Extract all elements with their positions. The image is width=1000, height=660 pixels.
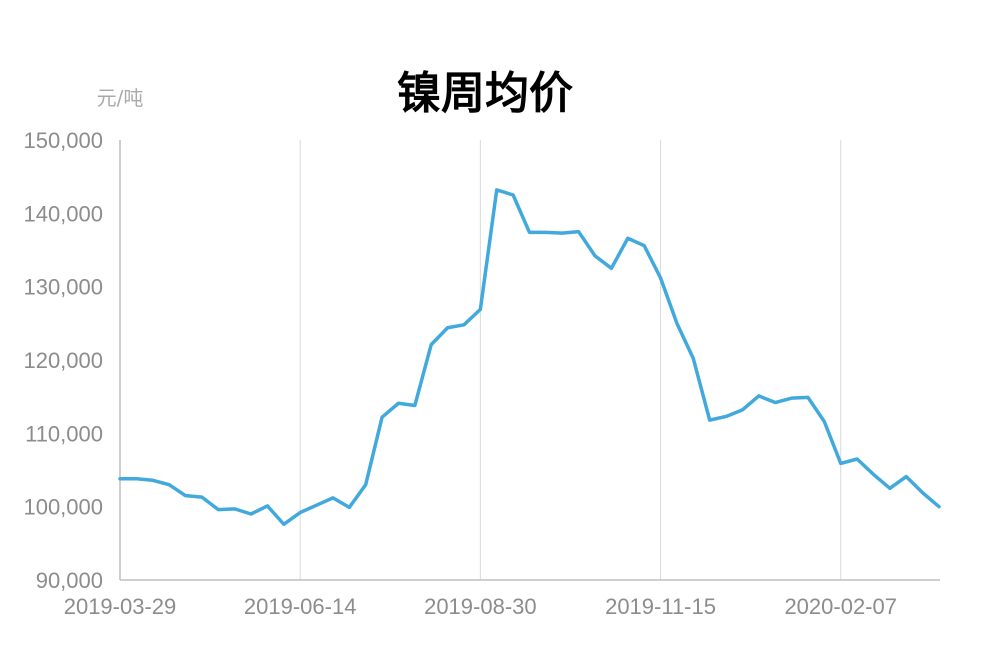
y-tick-label: 130,000: [23, 275, 103, 300]
series-line: [118, 188, 941, 527]
x-tick-label: 2019-11-15: [605, 594, 716, 619]
y-tick-label: 150,000: [23, 128, 103, 153]
y-tick-label: 100,000: [23, 495, 103, 520]
vertical-gridlines: [299, 140, 842, 580]
x-tick-label: 2019-08-30: [424, 594, 537, 619]
axes: [119, 140, 940, 581]
y-tick-label: 90,000: [36, 568, 103, 593]
x-axis-tick-labels: 2019-03-29 2019-06-14 2019-08-30 2019-11-15…: [64, 594, 897, 619]
y-tick-label: 140,000: [23, 201, 103, 226]
y-axis-unit-label: 元/吨: [97, 86, 144, 110]
y-tick-label: 110,000: [25, 421, 103, 446]
x-tick-label: 2020-02-07: [784, 594, 897, 619]
chart-title: 镍周均价: [397, 68, 573, 119]
x-tick-label: 2019-03-29: [64, 594, 177, 619]
y-axis-tick-labels: 90,000 100,000 110,000 120,000 130,000 140,00…: [23, 128, 103, 593]
y-tick-label: 120,000: [23, 348, 103, 373]
series-layer: [118, 188, 941, 527]
x-tick-label: 2019-06-14: [244, 594, 357, 619]
